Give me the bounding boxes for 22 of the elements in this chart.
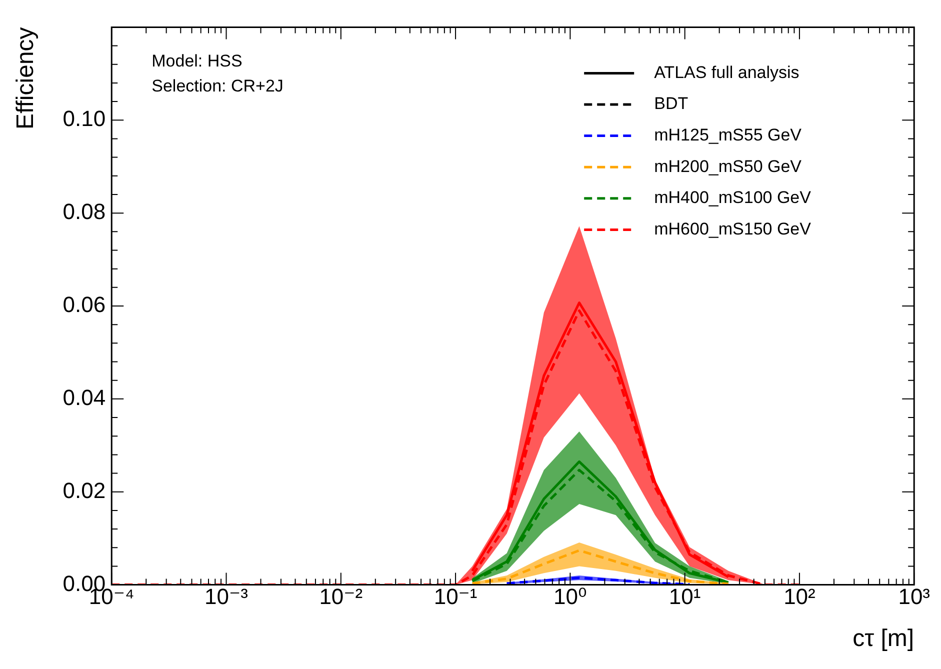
y-tick-label: 0.02: [62, 478, 106, 503]
y-tick-label: 0.06: [62, 292, 106, 318]
x-tick-label: 10⁰: [554, 584, 587, 610]
x-tick-label: 10⁻³: [204, 584, 248, 610]
x-axis-title: cτ [m]: [852, 625, 914, 652]
legend-label: mH400_mS100 GeV: [654, 188, 812, 208]
legend-label: BDT: [654, 94, 688, 114]
legend-label: mH125_mS55 GeV: [654, 125, 802, 144]
x-tick-label: 10²: [784, 584, 816, 610]
y-axis-title: Efficiency: [12, 27, 40, 130]
x-tick-label: 10³: [898, 584, 930, 610]
annotation: Model: HSS: [152, 51, 242, 70]
legend-label: ATLAS full analysis: [654, 62, 800, 82]
y-tick-label: 0.08: [62, 199, 106, 224]
y-tick-label: 0.04: [62, 384, 106, 410]
legend-label: mH200_mS50 GeV: [654, 156, 802, 176]
x-tick-label: 10¹: [668, 584, 701, 610]
legend-label: mH600_mS150 GeV: [654, 219, 812, 238]
x-tick-label: 10⁻¹: [434, 584, 478, 610]
annotation: Selection: CR+2J: [152, 76, 284, 96]
y-tick-label: 0.10: [62, 106, 106, 132]
x-tick-label: 10⁻²: [319, 584, 363, 610]
